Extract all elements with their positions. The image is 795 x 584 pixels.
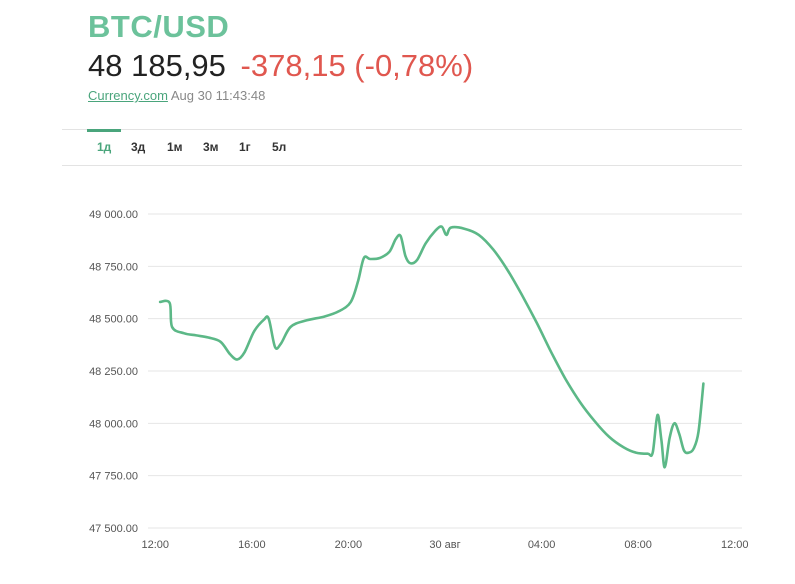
- tab-1d[interactable]: 1д: [97, 140, 112, 154]
- y-tick-label: 47 500.00: [89, 523, 138, 535]
- y-tick-label: 48 750.00: [89, 261, 138, 273]
- chart-gridlines: [148, 213, 742, 529]
- y-tick-label: 48 250.00: [89, 366, 138, 378]
- currency-pair-title: BTC/USD: [88, 9, 230, 44]
- tab-5y[interactable]: 5л: [272, 140, 287, 154]
- x-tick-label: 08:00: [624, 539, 652, 551]
- y-tick-label: 49 000.00: [89, 209, 138, 221]
- tab-1m[interactable]: 1м: [167, 140, 183, 154]
- x-tick-label: 04:00: [528, 539, 556, 551]
- source-link[interactable]: Currency.com: [88, 88, 168, 103]
- price-row: 48 185,95 -378,15 (-0,78%): [88, 48, 473, 84]
- y-tick-label: 47 750.00: [89, 471, 138, 483]
- tab-3d[interactable]: 3д: [131, 140, 146, 154]
- x-tick-label: 16:00: [238, 539, 266, 551]
- active-tab-indicator: [87, 129, 121, 132]
- y-tick-label: 48 500.00: [89, 314, 138, 326]
- x-tick-label: 30 авг: [429, 539, 460, 551]
- y-tick-label: 48 000.00: [89, 418, 138, 430]
- price-series-line: [158, 225, 705, 469]
- y-axis-ticks: 49 000.00 48 750.00 48 500.00 48 250.00 48 0…: [89, 209, 138, 535]
- tab-1y[interactable]: 1г: [239, 140, 251, 154]
- source-row: Currency.com Aug 30 11:43:48: [88, 88, 473, 103]
- range-tabs: 1д 3д 1м 3м 1г 5л: [62, 129, 742, 166]
- quote-timestamp: Aug 30 11:43:48: [170, 88, 266, 103]
- price-change: -378,15 (-0,78%): [240, 48, 474, 83]
- quote-header: BTC/USD 48 185,95 -378,15 (-0,78%) Curre…: [88, 9, 473, 104]
- tab-3m[interactable]: 3м: [203, 140, 219, 154]
- current-price: 48 185,95: [88, 48, 226, 83]
- x-axis-ticks: 12:00 16:00 20:00 30 авг 04:00 08:00 12:00: [141, 539, 748, 551]
- x-tick-label: 12:00: [721, 539, 749, 551]
- x-tick-label: 20:00: [335, 539, 363, 551]
- x-tick-label: 12:00: [141, 539, 169, 551]
